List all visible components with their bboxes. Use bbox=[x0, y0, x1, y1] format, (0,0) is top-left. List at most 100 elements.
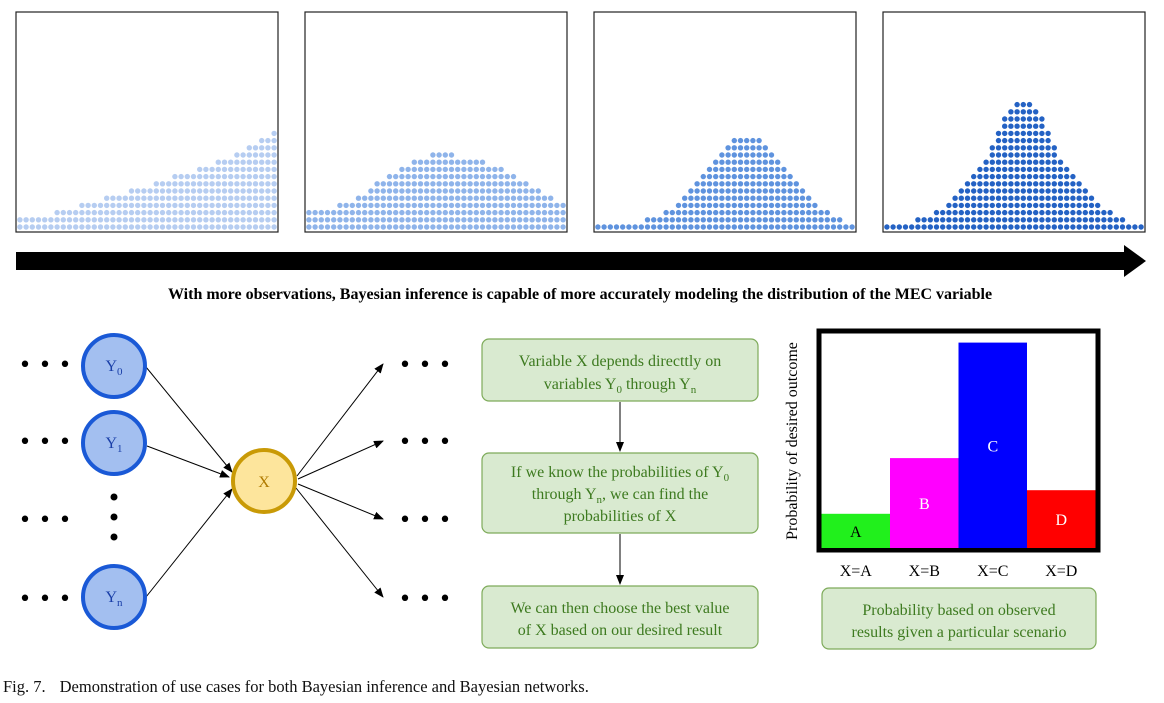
dot bbox=[228, 209, 234, 216]
dot bbox=[355, 224, 362, 230]
dot bbox=[91, 209, 98, 216]
dot bbox=[91, 224, 98, 230]
dot bbox=[104, 217, 110, 223]
dot bbox=[682, 209, 688, 216]
dot bbox=[209, 188, 215, 194]
dot bbox=[1039, 202, 1045, 209]
dot bbox=[737, 202, 744, 209]
dot bbox=[744, 202, 750, 209]
dot bbox=[940, 224, 946, 230]
dot bbox=[473, 166, 479, 173]
dot bbox=[73, 217, 79, 223]
dot bbox=[1057, 188, 1064, 194]
dot bbox=[517, 202, 523, 209]
dot bbox=[197, 181, 203, 187]
dot bbox=[1008, 137, 1014, 144]
dot bbox=[1033, 217, 1039, 223]
dot bbox=[240, 209, 246, 216]
dot bbox=[781, 217, 787, 223]
dot bbox=[517, 195, 523, 201]
dot bbox=[775, 166, 781, 173]
dot bbox=[921, 217, 927, 223]
dot bbox=[467, 181, 473, 187]
dot bbox=[399, 181, 405, 187]
dot bbox=[1033, 130, 1039, 137]
dot bbox=[1033, 137, 1039, 144]
dot bbox=[141, 224, 147, 230]
dot bbox=[688, 188, 694, 194]
dot bbox=[455, 166, 461, 173]
dot bbox=[110, 195, 116, 201]
dot bbox=[184, 209, 190, 216]
dot bbox=[436, 173, 442, 180]
dot bbox=[265, 217, 271, 223]
dot bbox=[399, 195, 405, 201]
dot bbox=[725, 173, 731, 180]
dot bbox=[486, 224, 492, 230]
dot bbox=[461, 224, 467, 230]
dot bbox=[498, 166, 504, 173]
dot bbox=[259, 195, 265, 201]
dot bbox=[122, 217, 128, 223]
dot bbox=[1033, 152, 1039, 158]
flow-box-2-line3: probabilities of X bbox=[564, 508, 677, 525]
dot bbox=[1045, 152, 1051, 158]
dot bbox=[781, 224, 787, 230]
dot bbox=[737, 145, 744, 151]
dot bbox=[762, 166, 768, 173]
dot bbox=[246, 224, 252, 230]
dot bbox=[1026, 181, 1033, 187]
dot bbox=[362, 224, 368, 230]
dot bbox=[197, 217, 203, 223]
dot bbox=[1014, 209, 1020, 216]
dot bbox=[1045, 224, 1051, 230]
dot bbox=[1014, 137, 1020, 144]
dot bbox=[1020, 152, 1026, 158]
dot bbox=[1064, 202, 1070, 209]
dot bbox=[989, 209, 995, 216]
dot bbox=[1057, 166, 1064, 173]
dot bbox=[737, 209, 744, 216]
dot bbox=[386, 202, 393, 209]
dot bbox=[386, 224, 393, 230]
dot bbox=[467, 224, 473, 230]
dot bbox=[306, 224, 312, 230]
dot bbox=[159, 202, 166, 209]
dot bbox=[203, 224, 209, 230]
dot bbox=[946, 224, 952, 230]
dot bbox=[675, 209, 682, 216]
dot bbox=[122, 224, 128, 230]
dot bbox=[442, 188, 448, 194]
dot bbox=[995, 166, 1002, 173]
dot bbox=[430, 159, 436, 165]
dot bbox=[91, 217, 98, 223]
dot bbox=[750, 137, 756, 144]
dot bbox=[411, 159, 417, 165]
dot bbox=[750, 188, 756, 194]
dot bbox=[510, 195, 517, 201]
dot bbox=[818, 217, 824, 223]
dot bbox=[830, 224, 837, 230]
dot bbox=[271, 188, 277, 194]
dot bbox=[259, 202, 265, 209]
dot bbox=[252, 152, 259, 158]
dot bbox=[657, 217, 663, 223]
dot bbox=[128, 202, 135, 209]
dot bbox=[768, 166, 775, 173]
dot bbox=[713, 188, 719, 194]
dot bbox=[479, 202, 486, 209]
dot bbox=[675, 224, 682, 230]
dot bbox=[271, 152, 277, 158]
dot bbox=[265, 224, 271, 230]
dot bbox=[812, 209, 818, 216]
dot bbox=[79, 224, 85, 230]
flow-box-1 bbox=[481, 338, 759, 402]
ellipsis-left-y0: • • • bbox=[19, 353, 72, 378]
dot bbox=[504, 181, 510, 187]
dot bbox=[197, 173, 203, 180]
dot bbox=[1008, 152, 1014, 158]
dot bbox=[971, 224, 977, 230]
dot bbox=[700, 195, 706, 201]
dot bbox=[933, 224, 940, 230]
dot bbox=[240, 202, 246, 209]
